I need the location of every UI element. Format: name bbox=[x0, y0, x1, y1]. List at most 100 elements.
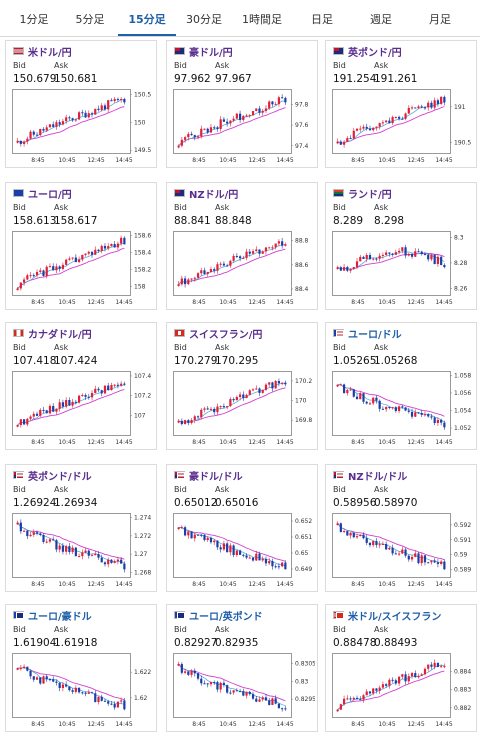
rate-card[interactable]: NZドル/円 Bid 88.841 Ask 88.848 88.8 88.6 88.4 8:45… bbox=[166, 182, 318, 310]
candle-body bbox=[84, 395, 87, 397]
rate-card[interactable]: 豪ドル/円 Bid 97.962 Ask 97.967 97.8 97.6 97.4 8:45 1… bbox=[166, 40, 318, 168]
y-tick-label: 0.8305 bbox=[295, 661, 315, 668]
currency-pair-link[interactable]: ユーロ/豪ドル bbox=[28, 612, 92, 623]
x-tick-label: 12:45 bbox=[248, 581, 265, 588]
candle-body bbox=[284, 244, 287, 246]
candle-body bbox=[29, 275, 32, 277]
currency-pair-link[interactable]: カナダドル/円 bbox=[28, 330, 92, 341]
tab-8[interactable]: 月足 bbox=[429, 13, 451, 26]
rate-card[interactable]: ユーロ/円 Bid 158.613 Ask 158.617 158.6 158.4 158.2… bbox=[5, 182, 157, 310]
tab-3[interactable]: 15分足 bbox=[118, 0, 176, 36]
rate-card[interactable]: ユーロ/ドル Bid 1.05265 Ask 1.05268 1.058 1.056 1.05… bbox=[325, 322, 477, 450]
price-chart: 88.8 88.6 88.4 8:45 10:45 12:45 14:45 bbox=[173, 231, 309, 306]
candle-body bbox=[177, 284, 180, 286]
y-tick-label: 169.8 bbox=[295, 417, 312, 424]
price-chart: 97.8 97.6 97.4 8:45 10:45 12:45 14:45 bbox=[173, 89, 309, 164]
rate-card[interactable]: 英ポンド/ドル Bid 1.26924 Ask 1.26934 1.274 1.272 1.2… bbox=[5, 464, 157, 592]
rate-card[interactable]: カナダドル/円 Bid 107.418 Ask 107.424 107.4 107.2 107… bbox=[5, 322, 157, 450]
candle-body bbox=[26, 530, 29, 537]
candle-body bbox=[284, 97, 287, 103]
candle-body bbox=[391, 547, 394, 554]
rate-card[interactable]: ユーロ/英ポンド Bid 0.82927 Ask 0.82935 0.8305 0.83 0.… bbox=[166, 604, 318, 732]
candle-body bbox=[90, 692, 94, 694]
candle-body bbox=[77, 395, 81, 403]
currency-pair-link[interactable]: 米ドル/円 bbox=[28, 48, 72, 59]
candle-body bbox=[203, 270, 206, 275]
candle-body bbox=[342, 531, 346, 533]
currency-pair-link[interactable]: 英ポンド/ドル bbox=[28, 472, 92, 483]
price-chart: 1.622 1.62 8:45 10:45 12:45 14:45 bbox=[12, 653, 151, 728]
currency-pair-link[interactable]: スイスフラン/円 bbox=[189, 330, 263, 341]
candle-body bbox=[365, 691, 368, 696]
candle-body bbox=[359, 393, 362, 400]
chart-frame bbox=[12, 513, 131, 578]
flag-icon bbox=[333, 611, 344, 619]
chart-frame bbox=[173, 513, 292, 578]
tab-1[interactable]: 1分足 bbox=[19, 13, 49, 26]
candle-body bbox=[397, 553, 401, 555]
candle-body bbox=[116, 701, 120, 708]
flag-icon bbox=[13, 471, 24, 479]
candle-body bbox=[391, 407, 394, 409]
candle-body bbox=[362, 393, 365, 402]
rate-card[interactable]: ランド/円 Bid 8.289 Ask 8.298 8.3 8.28 8.26 8:45 10:4… bbox=[325, 182, 477, 310]
candle-body bbox=[22, 141, 26, 144]
currency-pair-link[interactable]: ユーロ/英ポンド bbox=[189, 612, 263, 623]
candle-body bbox=[94, 249, 97, 255]
rate-card[interactable]: NZドル/ドル Bid 0.58956 Ask 0.58970 0.592 0.591 0.5… bbox=[325, 464, 477, 592]
candle-body bbox=[177, 663, 180, 666]
candle-body bbox=[242, 257, 245, 259]
currency-pair-link[interactable]: ランド/円 bbox=[348, 190, 392, 201]
tab-7[interactable]: 週足 bbox=[370, 13, 392, 26]
candle-body bbox=[235, 690, 238, 692]
currency-pair-link[interactable]: ユーロ/ドル bbox=[348, 330, 402, 341]
rate-card[interactable]: 豪ドル/ドル Bid 0.65012 Ask 0.65016 0.652 0.651 0.65… bbox=[166, 464, 318, 592]
rate-card[interactable]: スイスフラン/円 Bid 170.279 Ask 170.295 170.2 170 169.… bbox=[166, 322, 318, 450]
candle-body bbox=[232, 255, 235, 261]
rate-card[interactable]: 米ドル/スイスフラン Bid 0.88478 Ask 0.88493 0.884 0.883… bbox=[325, 604, 477, 732]
ask-label: Ask bbox=[374, 203, 389, 212]
tab-6[interactable]: 日足 bbox=[311, 13, 333, 26]
currency-pair-link[interactable]: 豪ドル/円 bbox=[189, 48, 233, 59]
rate-card[interactable]: 米ドル/円 Bid 150.679 Ask 150.681 150.5 150 149.5 8:… bbox=[5, 40, 157, 168]
candle-body bbox=[404, 407, 407, 411]
currency-pair-link[interactable]: ユーロ/円 bbox=[28, 190, 72, 201]
rate-card[interactable]: 英ポンド/円 Bid 191.254 Ask 191.261 191 190.5 8:45 10… bbox=[325, 40, 477, 168]
candle-body bbox=[349, 138, 352, 140]
currency-pair-link[interactable]: NZドル/円 bbox=[189, 190, 239, 201]
currency-pair-link[interactable]: 英ポンド/円 bbox=[348, 48, 402, 59]
flag-icon bbox=[13, 47, 24, 55]
candle-body bbox=[42, 535, 45, 542]
candle-body bbox=[232, 690, 235, 693]
candle-body bbox=[116, 384, 120, 386]
tab-2[interactable]: 5分足 bbox=[75, 13, 105, 26]
candle-body bbox=[258, 249, 261, 254]
candle-body bbox=[342, 698, 346, 705]
candle-body bbox=[229, 692, 232, 694]
x-tick-label: 12:45 bbox=[407, 439, 424, 446]
candle-body bbox=[229, 545, 232, 553]
candle-body bbox=[219, 263, 222, 265]
candle-body bbox=[219, 119, 222, 129]
rate-card[interactable]: ユーロ/豪ドル Bid 1.61904 Ask 1.61918 1.622 1.62 8:45… bbox=[5, 604, 157, 732]
short-moving-average-line bbox=[17, 243, 125, 289]
currency-pair-link[interactable]: 米ドル/スイスフラン bbox=[348, 612, 442, 623]
tab-4[interactable]: 30分足 bbox=[186, 13, 222, 26]
x-tick-label: 10:45 bbox=[58, 157, 75, 164]
bid-value: 107.418 bbox=[13, 355, 57, 367]
candle-body bbox=[35, 134, 39, 136]
candle-body bbox=[255, 108, 258, 112]
candle-body bbox=[414, 553, 417, 557]
candle-body bbox=[443, 422, 446, 428]
currency-pair-link[interactable]: NZドル/ドル bbox=[348, 472, 408, 483]
candle-body bbox=[401, 406, 404, 408]
candle-body bbox=[52, 679, 55, 682]
candle-body bbox=[378, 123, 381, 127]
ask-label: Ask bbox=[374, 343, 389, 352]
short-moving-average-line bbox=[337, 384, 445, 423]
tab-5[interactable]: 1時間足 bbox=[242, 13, 282, 26]
candle-body bbox=[264, 558, 268, 564]
candle-body bbox=[123, 700, 126, 710]
candle-body bbox=[65, 684, 68, 687]
currency-pair-link[interactable]: 豪ドル/ドル bbox=[189, 472, 243, 483]
